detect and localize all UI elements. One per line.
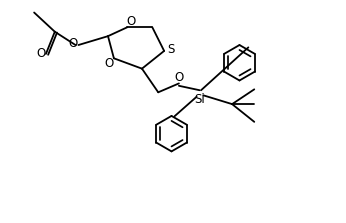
Text: S: S bbox=[167, 43, 174, 56]
Text: O: O bbox=[126, 15, 135, 29]
Text: O: O bbox=[69, 37, 78, 50]
Text: O: O bbox=[174, 71, 183, 84]
Text: O: O bbox=[105, 57, 114, 70]
Text: O: O bbox=[36, 47, 45, 60]
Text: Si: Si bbox=[194, 93, 205, 106]
